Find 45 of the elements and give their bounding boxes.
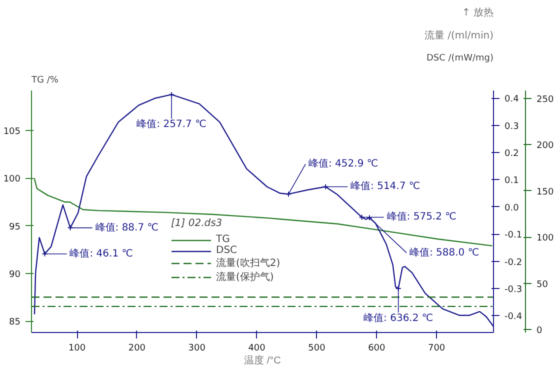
y3-axis-title: 流量 /(ml/min) [424,30,494,42]
annotation: 峰值: 257.7 ℃ [136,118,206,130]
x-tick-label: 500 [308,344,326,354]
annotation: 峰值: 588.0 ℃ [409,246,480,258]
y-tick-label: 100 [3,174,21,185]
x-tick-label: 400 [248,344,266,354]
annotation: 峰值: 452.9 ℃ [308,158,378,170]
y-tick-label: 90 [9,270,21,280]
y2-tick-label: -0.3 [504,284,522,295]
y2-tick-label: 0.4 [504,94,520,105]
x-tick-label: 300 [188,344,206,354]
text: ↑ 放热 [462,8,494,18]
y2-tick-label: 0.3 [504,122,519,132]
annotation: 峰值: 46.1 ℃ [70,247,133,260]
y2-axis-title: DSC /(mW/mg) [426,54,494,64]
y-tick-label: 105 [3,127,21,138]
legend-label: 流量(吹扫气2) [216,256,280,270]
y3-tick-label: 150 [536,187,554,198]
y2-tick-label: -0.1 [504,230,522,241]
annotation: 峰值: 575.2 ℃ [386,210,456,223]
y2-tick-label: 0.0 [504,203,520,214]
legend-title: [1] 02.ds3 [171,218,224,229]
y3-tick-label: 50 [536,280,548,290]
annotation: 峰值: 514.7 ℃ [350,180,420,192]
y3-tick-label: 200 [536,141,554,152]
y2-tick-label: -0.2 [504,258,522,268]
y3-tick-label: 0 [536,326,542,336]
y-tick-label: 95 [9,222,20,232]
x-tick-label: 200 [128,344,146,354]
annotation: 峰值: 88.7 ℃ [95,221,159,234]
legend-label: DSC [216,245,238,256]
y3-tick-label: 100 [536,234,554,244]
y-axis-title: TG /% [30,76,59,86]
y2-tick-label: -0.4 [504,312,522,322]
x-tick-label: 600 [368,344,386,354]
x-axis-title: 温度 /°C [244,354,281,366]
legend-label: TG [216,234,231,245]
x-tick-label: 700 [428,344,446,354]
legend-label: 流量(保护气) [216,270,274,284]
x-tick-label: 100 [68,344,86,354]
y2-tick-label: 0.1 [504,176,519,186]
y3-tick-label: 250 [536,94,554,105]
y2-tick-label: 0.2 [504,148,519,159]
y-tick-label: 85 [9,318,20,328]
annotation: 峰值: 636.2 ℃ [364,312,434,324]
